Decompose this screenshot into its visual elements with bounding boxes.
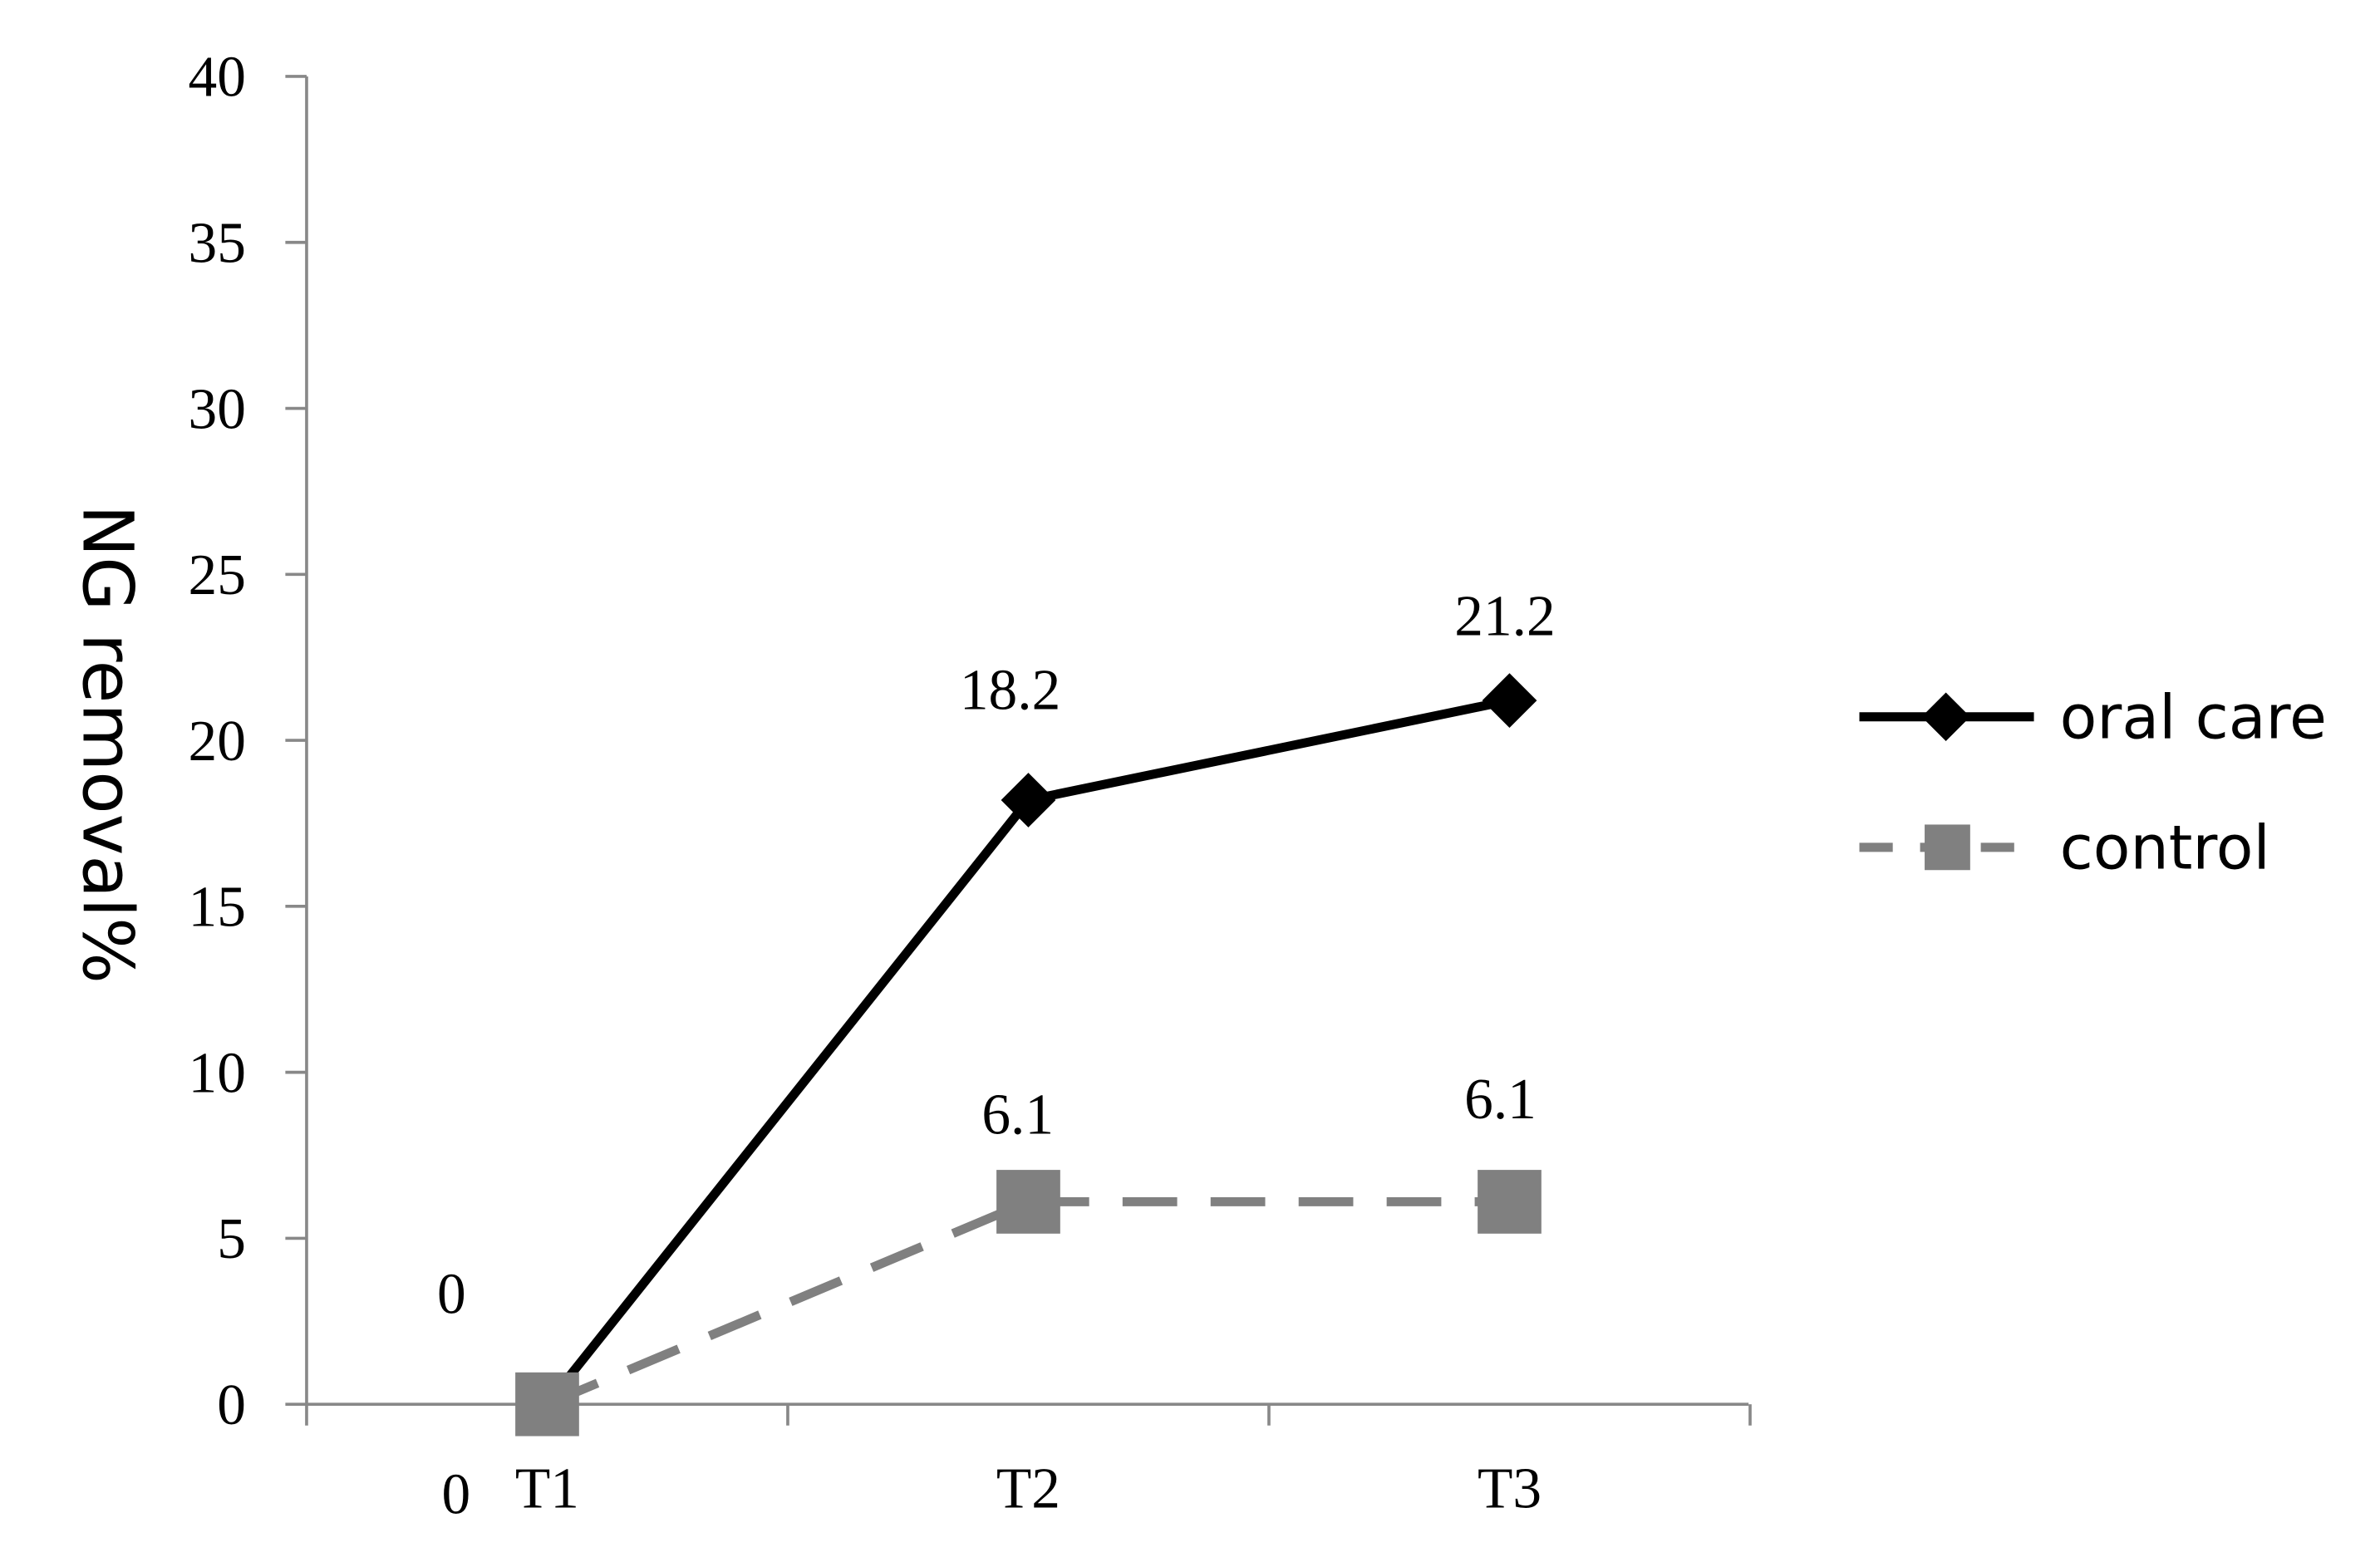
- data-label: 21.2: [1454, 585, 1555, 649]
- data-label: 18.2: [960, 658, 1060, 722]
- legend-marker: [1921, 692, 1970, 741]
- y-tick-label: 35: [189, 211, 246, 275]
- x-tick-label: T3: [1478, 1456, 1542, 1520]
- data-label: 6.1: [981, 1083, 1054, 1147]
- x-tick-label: T1: [515, 1456, 579, 1520]
- x-tick-label: T2: [996, 1456, 1060, 1520]
- marker: [1482, 673, 1537, 729]
- series-line: [545, 1196, 1510, 1409]
- legend-label: oral care: [2060, 682, 2327, 753]
- y-tick-label: 0: [217, 1373, 246, 1437]
- data-label: 6.1: [1464, 1068, 1537, 1132]
- data-label: 0: [442, 1463, 471, 1527]
- y-tick-label: 10: [189, 1041, 246, 1105]
- y-tick-label: 40: [189, 46, 246, 110]
- y-tick-label: 15: [189, 876, 246, 940]
- marker: [1478, 1170, 1542, 1234]
- y-tick-label: 20: [189, 710, 246, 774]
- marker: [996, 1170, 1060, 1234]
- y-tick-label: 5: [217, 1207, 246, 1271]
- legend-label: control: [2060, 813, 2270, 883]
- y-axis-title: NG removal%: [66, 504, 148, 984]
- y-tick-label: 25: [189, 543, 246, 607]
- legend-marker: [1925, 824, 1970, 871]
- data-label: 0: [437, 1263, 466, 1327]
- marker: [515, 1372, 579, 1437]
- y-tick-label: 30: [189, 377, 246, 441]
